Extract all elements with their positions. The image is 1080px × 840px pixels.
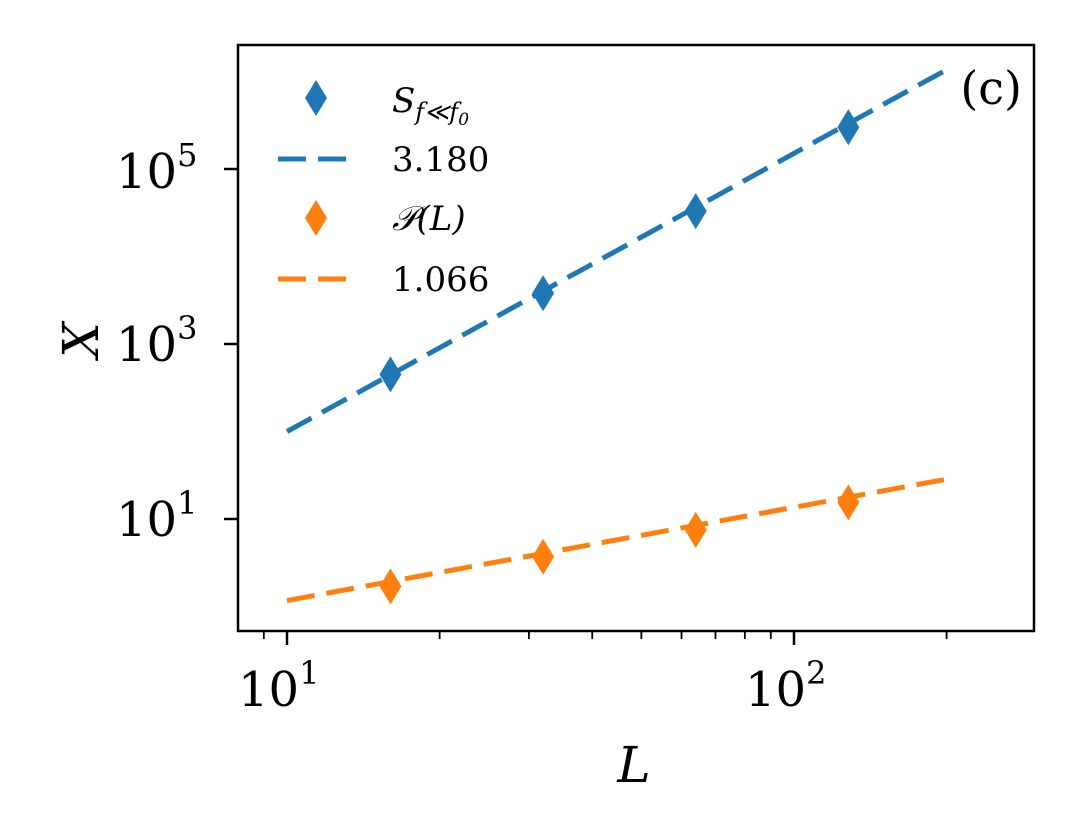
- legend-marker-orange-diamond: [305, 200, 327, 236]
- data-point-series0-1: [532, 275, 555, 312]
- y-tick-label-10: 101: [116, 484, 197, 548]
- data-point-series2-3: [837, 484, 860, 521]
- y-tick-label-100000: 105: [116, 136, 197, 200]
- panel-label: (c): [960, 61, 1022, 115]
- x-tick-label-100: 102: [745, 654, 826, 718]
- legend-marker-blue-diamond: [305, 80, 327, 116]
- data-point-series2-2: [684, 511, 707, 548]
- x-axis-label: L: [616, 736, 650, 794]
- data-point-series2-0: [379, 568, 402, 605]
- fit-line-1.066: [286, 476, 948, 603]
- y-tick-label-1000: 103: [116, 309, 197, 373]
- legend-label-p: 𝒫(L): [392, 199, 466, 239]
- legend: Sf≪f0 3.180 𝒫(L) 1.066: [278, 80, 489, 300]
- axis-ticks: [224, 167, 948, 645]
- legend-label-1066: 1.066: [392, 260, 489, 300]
- y-axis-label: X: [52, 320, 110, 362]
- legend-label-s: Sf≪f0: [392, 81, 469, 130]
- plot-marks: [285, 67, 948, 605]
- legend-label-3180: 3.180: [392, 140, 489, 180]
- data-point-series2-1: [532, 538, 555, 575]
- data-point-series0-2: [684, 193, 707, 230]
- x-tick-label-10: 101: [238, 654, 319, 718]
- data-point-series0-0: [379, 356, 402, 393]
- plot-frame: [236, 43, 1036, 633]
- data-point-series0-3: [837, 109, 860, 146]
